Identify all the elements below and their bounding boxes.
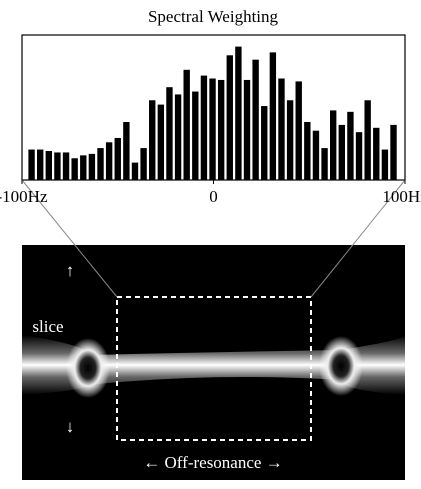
- bar: [123, 122, 130, 180]
- bar: [166, 87, 173, 180]
- bar: [157, 104, 165, 180]
- bar: [149, 100, 156, 180]
- bar: [390, 124, 397, 180]
- bar: [329, 110, 337, 180]
- slice-label: slice: [32, 317, 63, 336]
- bar: [114, 137, 121, 180]
- bar: [295, 81, 302, 180]
- bar: [226, 55, 233, 180]
- bar: [45, 151, 52, 180]
- bar: [286, 100, 294, 180]
- bar: [80, 155, 87, 180]
- off-resonance-spot: [319, 336, 363, 396]
- bar: [28, 149, 35, 180]
- bar: [183, 69, 190, 180]
- arrow-label: ↓: [66, 417, 75, 436]
- bar: [97, 148, 104, 180]
- zoom-line: [21, 179, 118, 298]
- arrow-label: ↑: [66, 261, 75, 280]
- bar: [312, 130, 320, 180]
- bar: [338, 124, 345, 180]
- slice-band: [22, 335, 405, 395]
- bar: [37, 149, 44, 180]
- bar: [243, 79, 251, 180]
- bar: [200, 75, 208, 180]
- x-tick-label: 0: [209, 187, 218, 206]
- bar: [235, 46, 242, 180]
- bar: [381, 149, 389, 180]
- bar: [217, 79, 225, 180]
- axis-label: ← Off-resonance →: [143, 453, 282, 472]
- bar: [54, 152, 61, 180]
- bar: [62, 152, 70, 180]
- bar: [355, 132, 363, 180]
- bar: [174, 94, 182, 180]
- bar: [261, 106, 268, 180]
- x-tick-label: -100Hz: [0, 187, 48, 206]
- zoom-box: [116, 296, 312, 441]
- bar: [347, 111, 354, 180]
- bar: [71, 158, 78, 180]
- bar: [105, 142, 113, 180]
- bar: [269, 52, 277, 180]
- bar: [252, 59, 259, 180]
- zoom-line: [310, 179, 406, 298]
- bar: [140, 148, 147, 180]
- bar: [209, 78, 216, 180]
- bar: [321, 148, 328, 180]
- bar: [88, 153, 96, 180]
- chart-title: Spectral Weighting: [148, 7, 279, 26]
- bar: [304, 122, 311, 180]
- off-resonance-spot: [66, 338, 110, 398]
- x-tick-label: 100Hz: [382, 187, 421, 206]
- bar: [278, 78, 285, 180]
- mri-image: [22, 245, 405, 480]
- bar: [131, 162, 139, 180]
- bar: [373, 127, 380, 180]
- bar: [192, 91, 199, 180]
- bar: [364, 100, 371, 180]
